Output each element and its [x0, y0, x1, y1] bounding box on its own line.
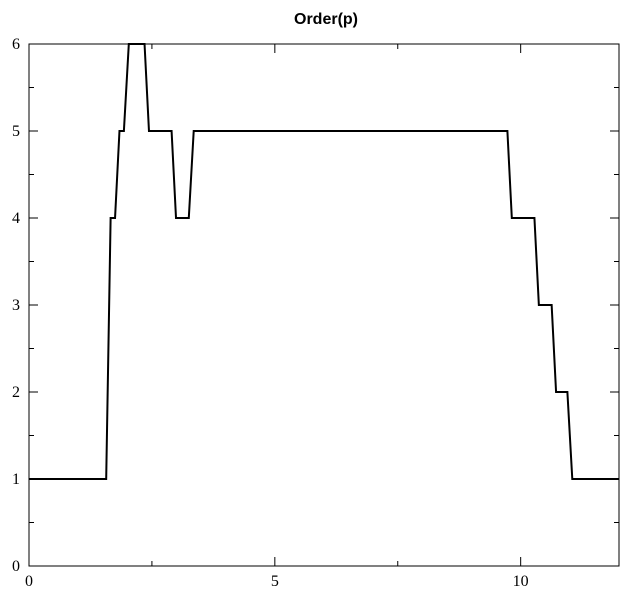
y-tick-label: 2 [12, 384, 20, 401]
x-tick-label: 0 [25, 573, 33, 590]
axis-tick-labels: 0 5 10 0 1 2 3 4 5 6 [12, 36, 529, 590]
series-group [29, 43, 619, 480]
y-tick-label: 5 [12, 123, 20, 140]
y-tick-label: 6 [12, 36, 20, 53]
series-line [29, 43, 619, 480]
y-tick-label: 1 [12, 471, 20, 488]
x-tick-label: 10 [513, 573, 529, 590]
y-tick-label: 4 [12, 210, 20, 227]
y-tick-label: 3 [12, 297, 20, 314]
plot-frame [28, 43, 620, 567]
chart-title: Order(p) [294, 11, 358, 28]
x-tick-label: 5 [271, 573, 279, 590]
y-tick-label: 0 [12, 558, 20, 575]
axis-ticks [28, 43, 619, 567]
